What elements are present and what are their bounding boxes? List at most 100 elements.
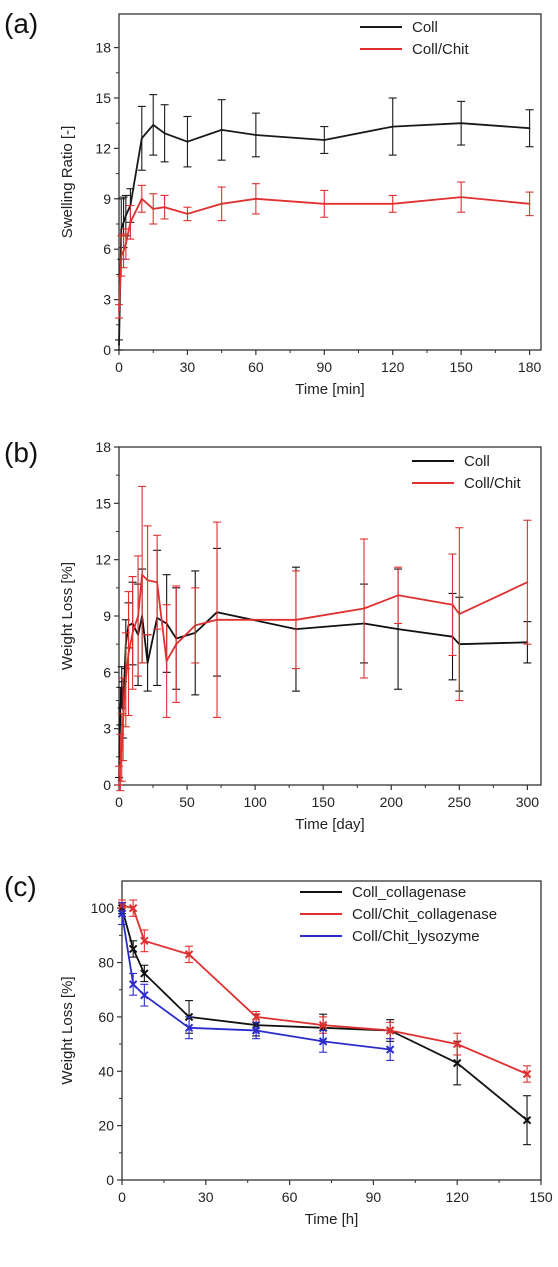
data-point xyxy=(124,243,127,246)
x-tick-label: 90 xyxy=(317,359,333,375)
plot-frame xyxy=(121,880,542,1181)
x-tick-label: 60 xyxy=(248,359,264,375)
y-tick-label: 3 xyxy=(103,721,111,737)
series-1 xyxy=(115,94,534,351)
x-tick-label: 150 xyxy=(449,359,473,375)
data-point xyxy=(152,123,155,126)
y-tick-label: 15 xyxy=(95,495,111,511)
data-point xyxy=(323,139,326,141)
data-point xyxy=(522,1115,532,1125)
data-point xyxy=(295,618,297,621)
data-point xyxy=(220,202,223,205)
data-point xyxy=(128,980,138,989)
data-point xyxy=(254,197,257,200)
y-tick-label: 18 xyxy=(95,439,111,455)
data-point xyxy=(452,1058,462,1068)
data-point xyxy=(528,202,531,205)
legend-label: Coll/Chit xyxy=(412,41,470,58)
data-point xyxy=(146,662,149,664)
data-point xyxy=(163,206,166,209)
panel-letter: (c) xyxy=(4,871,37,902)
legend-label: Coll/Chit_collagenase xyxy=(352,906,497,923)
series-3 xyxy=(117,902,395,1061)
data-point xyxy=(117,909,127,918)
data-point xyxy=(124,678,127,681)
data-point xyxy=(122,249,125,252)
legend: Coll Coll/Chit xyxy=(412,453,522,492)
data-point xyxy=(522,1069,532,1079)
data-point xyxy=(460,196,463,199)
panel-letter: (b) xyxy=(4,437,38,468)
y-tick-label: 0 xyxy=(103,777,111,793)
legend-label: Coll/Chit xyxy=(464,475,522,492)
data-point xyxy=(131,632,134,634)
x-tick-label: 50 xyxy=(179,794,195,810)
chart-panel-2: (b) 0 50 100 150 200 250 300 0 3 6 9 12 15 18 Time [day… xyxy=(4,437,542,833)
data-point xyxy=(129,221,132,224)
data-point xyxy=(120,686,123,689)
legend: Coll Coll/Chit xyxy=(360,19,470,58)
y-tick-label: 6 xyxy=(103,664,111,680)
y-tick-label: 60 xyxy=(98,1009,114,1025)
x-tick-label: 30 xyxy=(198,1189,214,1205)
x-tick-label: 0 xyxy=(115,794,123,810)
y-tick-label: 3 xyxy=(103,292,111,308)
data-point xyxy=(458,613,461,616)
data-point xyxy=(397,628,399,631)
data-point xyxy=(140,197,143,200)
data-point xyxy=(120,255,123,257)
data-point xyxy=(397,594,399,597)
y-tick-label: 18 xyxy=(95,40,111,56)
data-point xyxy=(156,581,159,584)
data-point xyxy=(385,1026,395,1035)
data-point xyxy=(391,202,394,205)
plot-frame xyxy=(118,13,542,351)
x-tick-label: 200 xyxy=(380,794,404,810)
y-tick-label: 9 xyxy=(103,191,111,207)
panel-letter: (a) xyxy=(4,8,38,39)
data-point xyxy=(118,774,120,777)
data-point xyxy=(119,761,122,764)
plot-frame xyxy=(118,446,542,786)
data-point xyxy=(128,903,138,913)
data-point xyxy=(216,618,218,621)
data-point xyxy=(460,122,463,125)
data-point xyxy=(254,134,257,136)
y-tick-label: 12 xyxy=(95,552,111,568)
y-axis-label: Weight Loss [%] xyxy=(59,562,76,670)
data-point xyxy=(391,125,394,128)
data-point xyxy=(526,581,529,584)
data-point xyxy=(127,652,130,655)
data-point xyxy=(140,969,149,978)
data-point xyxy=(141,573,144,576)
x-axis-label: Time [day] xyxy=(295,816,364,833)
x-tick-label: 150 xyxy=(529,1189,553,1205)
data-point xyxy=(146,579,149,582)
data-point xyxy=(220,129,223,131)
data-point xyxy=(318,1020,328,1030)
y-tick-label: 100 xyxy=(91,900,115,916)
data-point xyxy=(137,615,139,617)
series-line xyxy=(118,573,528,776)
data-point xyxy=(122,221,125,224)
data-point xyxy=(140,137,143,140)
x-tick-label: 250 xyxy=(448,794,472,810)
data-point xyxy=(184,1023,194,1032)
data-point xyxy=(119,705,122,708)
data-point xyxy=(452,1039,462,1049)
data-point xyxy=(118,310,120,313)
data-point xyxy=(124,214,127,217)
data-point xyxy=(251,1026,261,1035)
data-point xyxy=(140,936,149,946)
chart-panel-3: (c) 0 30 60 90 120 150 0 20 40 60 80 100 Time [h] Weig… xyxy=(4,871,553,1228)
x-axis-label: Time [min] xyxy=(295,381,364,398)
y-tick-label: 40 xyxy=(98,1063,114,1079)
series-1 xyxy=(115,547,532,786)
x-tick-label: 60 xyxy=(282,1189,298,1205)
x-tick-label: 300 xyxy=(516,794,540,810)
data-point xyxy=(318,1037,328,1046)
x-tick-label: 30 xyxy=(180,359,196,375)
data-point xyxy=(385,1045,395,1054)
y-axis-label: Weight Loss [%] xyxy=(59,976,76,1084)
